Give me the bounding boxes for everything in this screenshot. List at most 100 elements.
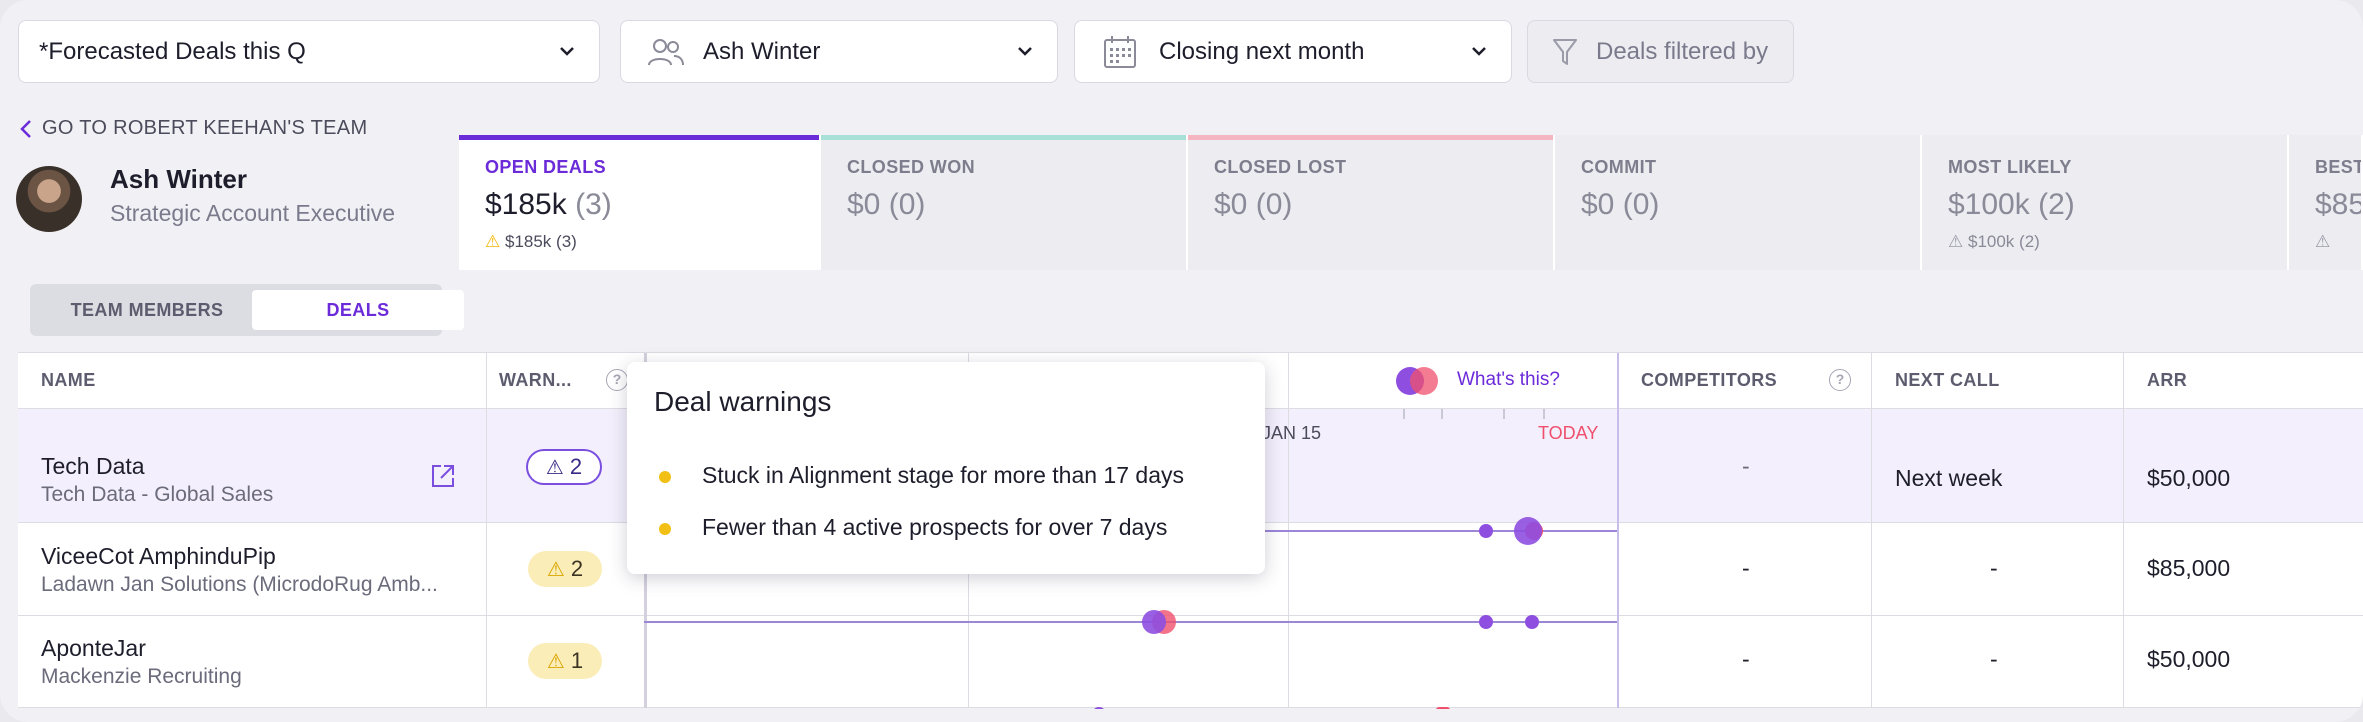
help-icon[interactable]: ? <box>606 369 628 391</box>
card-count: (2) <box>2038 188 2075 221</box>
card-label: BEST <box>2315 157 2363 177</box>
deal-arr: $50,000 <box>2147 465 2231 491</box>
card-value: $85 <box>2315 188 2363 221</box>
owner-select[interactable]: Ash Winter <box>620 20 1058 83</box>
header-next-call[interactable]: NEXT CALL <box>1895 370 2000 390</box>
header-name[interactable]: NAME <box>41 370 96 390</box>
deals-filter-label: Deals filtered by <box>1596 37 1769 65</box>
calendar-icon <box>1104 35 1136 68</box>
funnel-icon <box>1553 38 1577 65</box>
warning-icon: ⚠ <box>485 232 501 251</box>
card-best-case[interactable]: BEST $85 ⚠ <box>2289 135 2363 270</box>
tooltip-warning-item: Fewer than 4 active prospects for over 7… <box>702 514 1168 540</box>
owner-select-value: Ash Winter <box>703 37 821 65</box>
warnings-count: 1 <box>570 648 584 673</box>
warning-icon: ⚠ <box>546 558 565 581</box>
avatar <box>16 166 82 232</box>
chevron-down-icon <box>1018 47 1032 56</box>
back-to-team-link[interactable]: GO TO ROBERT KEEHAN'S TEAM <box>20 117 367 140</box>
row-divider <box>18 615 2363 616</box>
card-count: (0) <box>1255 188 1293 221</box>
warning-icon: ⚠ <box>545 456 564 479</box>
deal-account: Tech Data - Global Sales <box>41 483 274 506</box>
card-label: OPEN DEALS <box>485 157 607 177</box>
card-label: COMMIT <box>1581 157 1657 177</box>
col-divider <box>486 353 487 708</box>
deal-next-call: Next week <box>1895 465 2003 491</box>
toggle-team-members[interactable]: TEAM MEMBERS <box>70 300 224 320</box>
external-link-icon[interactable] <box>430 463 456 489</box>
deal-name[interactable]: AponteJar <box>41 635 146 661</box>
timeline-event-dot[interactable] <box>1479 615 1493 629</box>
card-label: CLOSED WON <box>847 157 975 177</box>
header-arr[interactable]: ARR <box>2147 370 2188 390</box>
card-most-likely[interactable]: MOST LIKELY $100k (2) ⚠ $100k (2) <box>1922 135 2289 270</box>
chevron-down-icon <box>560 47 574 56</box>
header-warnings[interactable]: WARN... <box>499 370 572 390</box>
deal-next-call: - <box>1990 646 1998 672</box>
deal-warnings-tooltip: Deal warnings Stuck in Alignment stage f… <box>627 362 1265 574</box>
timeline-event-dot[interactable] <box>1479 524 1493 538</box>
tooltip-warning-item: Stuck in Alignment stage for more than 1… <box>702 462 1184 488</box>
card-closed-lost[interactable]: CLOSED LOST $0 (0) <box>1188 135 1555 270</box>
card-warn-count: (2) <box>2019 232 2040 251</box>
deal-competitors: - <box>1742 646 1750 672</box>
timeline-event-dot[interactable] <box>1092 707 1106 709</box>
whats-this-link[interactable]: What's this? <box>1457 369 1560 390</box>
warnings-badge[interactable]: ⚠ 2 <box>528 551 602 587</box>
col-divider <box>1871 353 1872 708</box>
card-count: (0) <box>1622 188 1660 221</box>
deal-arr: $85,000 <box>2147 555 2231 581</box>
deal-account: Ladawn Jan Solutions (MicrodoRug Amb... <box>41 573 438 596</box>
closing-select[interactable]: Closing next month <box>1074 20 1512 83</box>
card-commit[interactable]: COMMIT $0 (0) <box>1555 135 1922 270</box>
card-warn-count: (3) <box>556 232 577 251</box>
timeline-event-dot[interactable] <box>1142 610 1166 634</box>
card-open-deals[interactable]: OPEN DEALS $185k (3) ⚠ $185k (3) <box>459 135 821 270</box>
warning-icon: ⚠ <box>1948 232 1964 251</box>
card-count: (3) <box>575 188 612 221</box>
today-line <box>1617 353 1619 708</box>
card-warn-value: $185k <box>504 232 552 251</box>
header-competitors[interactable]: COMPETITORS <box>1641 370 1778 390</box>
warnings-badge[interactable]: ⚠ 2 <box>526 449 602 485</box>
card-value: $0 <box>1581 188 1615 221</box>
help-icon[interactable]: ? <box>1829 369 1851 391</box>
deal-competitors: - <box>1742 555 1750 581</box>
timeline-event-dot[interactable] <box>1525 615 1539 629</box>
card-closed-won[interactable]: CLOSED WON $0 (0) <box>821 135 1188 270</box>
people-icon <box>648 38 684 65</box>
col-divider <box>2123 353 2124 708</box>
warnings-count: 2 <box>569 454 583 479</box>
row-divider <box>18 707 2363 708</box>
warning-bullet-icon <box>659 523 671 535</box>
profile-role: Strategic Account Executive <box>110 200 396 226</box>
deal-arr: $50,000 <box>2147 646 2231 672</box>
card-accent-bar <box>459 135 819 140</box>
view-select-value: *Forecasted Deals this Q <box>39 37 306 65</box>
closing-select-value: Closing next month <box>1159 37 1365 65</box>
card-value: $185k <box>485 188 567 221</box>
deal-next-call: - <box>1990 555 1998 581</box>
deals-filter-button[interactable]: Deals filtered by <box>1527 20 1794 83</box>
deal-name[interactable]: Tech Data <box>41 453 145 479</box>
card-label: CLOSED LOST <box>1214 157 1347 177</box>
card-warn-value: $100k <box>1967 232 2015 251</box>
warning-bullet-icon <box>659 471 671 483</box>
warnings-badge[interactable]: ⚠ 1 <box>528 643 602 679</box>
card-value: $0 <box>1214 188 1248 221</box>
timeline-event-dot[interactable] <box>1436 707 1450 709</box>
timeline-event-dot[interactable] <box>1514 517 1542 545</box>
card-label: MOST LIKELY <box>1948 157 2072 177</box>
card-value: $0 <box>847 188 881 221</box>
back-link-label: GO TO ROBERT KEEHAN'S TEAM <box>42 117 368 139</box>
warnings-count: 2 <box>570 556 584 581</box>
card-value: $100k <box>1948 188 2030 221</box>
timeline-date-label: JAN 15 <box>1262 423 1322 443</box>
tooltip-title: Deal warnings <box>654 386 832 417</box>
deal-name[interactable]: ViceeCot AmphinduPip <box>41 543 276 569</box>
deal-account: Mackenzie Recruiting <box>41 665 242 688</box>
view-select[interactable]: *Forecasted Deals this Q <box>18 20 600 83</box>
toggle-deals[interactable]: DEALS <box>252 290 464 330</box>
